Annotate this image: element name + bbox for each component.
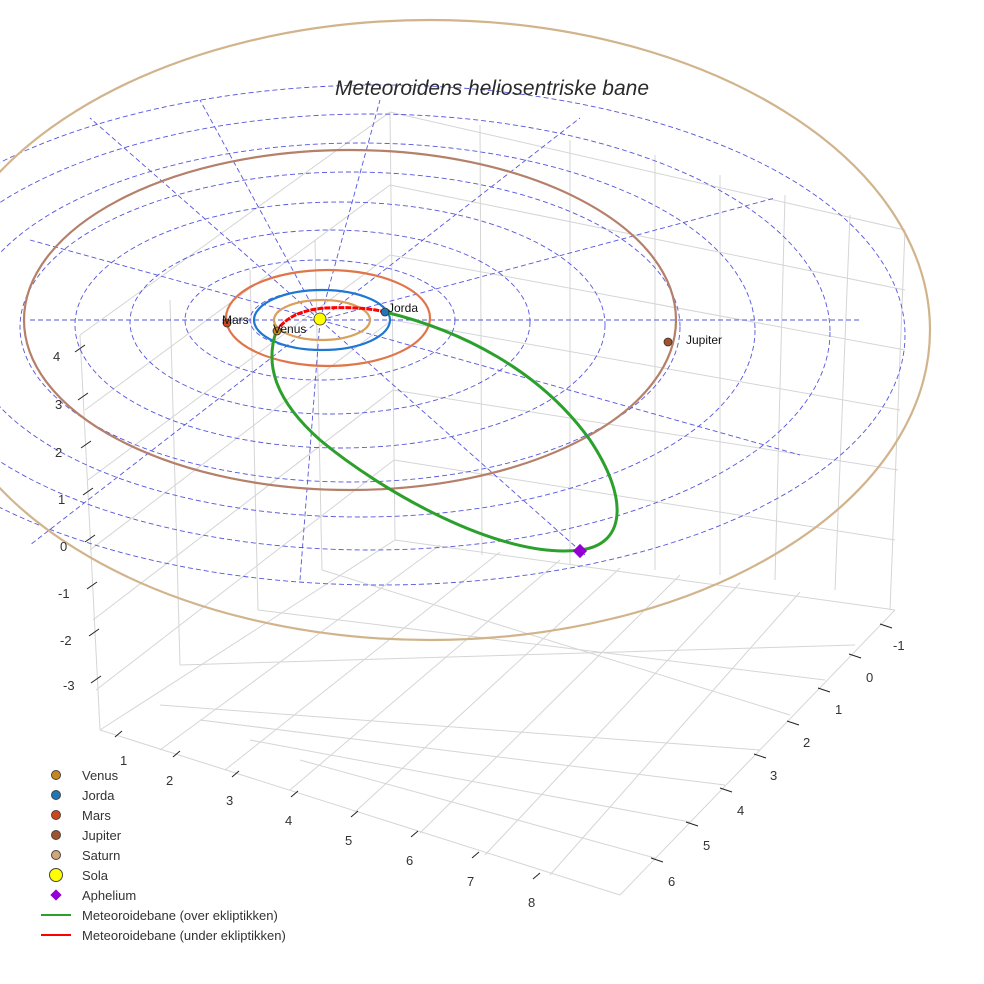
marker-mars [222, 318, 232, 328]
svg-text:2: 2 [803, 735, 810, 750]
orbit-saturn [0, 18, 931, 642]
svg-text:3: 3 [770, 768, 777, 783]
marker-sun [313, 312, 327, 326]
svg-text:8: 8 [528, 895, 535, 910]
orbit-venus [272, 298, 372, 342]
planet-orbits [0, 18, 931, 642]
legend: Venus Jorda Mars Jupiter Saturn Sola Aph… [38, 765, 286, 945]
svg-text:2: 2 [166, 773, 173, 788]
svg-text:-3: -3 [63, 678, 75, 693]
svg-text:2: 2 [55, 445, 62, 460]
meteoroid-orbit-below [274, 306, 386, 333]
svg-text:-1: -1 [58, 586, 70, 601]
svg-text:0: 0 [866, 670, 873, 685]
green-line-icon [41, 914, 71, 916]
red-line-icon [41, 934, 71, 936]
label-jupiter: Jupiter [686, 333, 722, 347]
z-axis [74, 344, 102, 684]
legend-item-jupiter[interactable]: Jupiter [38, 825, 286, 845]
svg-text:1: 1 [58, 492, 65, 507]
legend-item-saturn[interactable]: Saturn [38, 845, 286, 865]
svg-text:6: 6 [406, 853, 413, 868]
y-axis-labels: -1 0 1 2 3 4 5 6 [668, 638, 905, 889]
svg-text:5: 5 [703, 838, 710, 853]
jupiter-marker-icon [51, 830, 61, 840]
marker-venus [272, 326, 282, 336]
saturn-marker-icon [51, 850, 61, 860]
legend-item-jorda[interactable]: Jorda [38, 785, 286, 805]
svg-text:-2: -2 [60, 633, 72, 648]
label-jorda: Jorda [388, 301, 418, 315]
marker-aphelium [572, 543, 588, 559]
orbit-mars [224, 268, 432, 368]
chart-title: Meteoroidens heliosentriske bane [335, 77, 649, 100]
y-axis [650, 623, 893, 863]
legend-item-aphelium[interactable]: Aphelium [38, 885, 286, 905]
svg-text:7: 7 [467, 874, 474, 889]
svg-text:4: 4 [737, 803, 744, 818]
meteoroid-orbit-above [270, 310, 619, 553]
legend-item-orbit-below[interactable]: Meteoroidebane (under ekliptikken) [38, 925, 286, 945]
svg-text:0: 0 [60, 539, 67, 554]
svg-text:4: 4 [53, 349, 60, 364]
svg-text:3: 3 [226, 793, 233, 808]
legend-item-sola[interactable]: Sola [38, 865, 286, 885]
ecliptic-grid [0, 84, 906, 586]
legend-item-mars[interactable]: Mars [38, 805, 286, 825]
diamond-marker-icon [50, 889, 62, 901]
grid-lines [79, 111, 906, 896]
legend-item-orbit-above[interactable]: Meteoroidebane (over ekliptikken) [38, 905, 286, 925]
jorda-marker-icon [51, 790, 61, 800]
label-venus: Venus [273, 322, 306, 336]
orbit-jupiter [22, 148, 678, 492]
legend-item-venus[interactable]: Venus [38, 765, 286, 785]
svg-text:1: 1 [835, 702, 842, 717]
mars-marker-icon [51, 810, 61, 820]
x-axis [114, 730, 541, 880]
svg-text:6: 6 [668, 874, 675, 889]
orbit-earth [252, 288, 392, 352]
x-axis-labels: 1 2 3 4 5 6 7 8 [120, 753, 535, 910]
marker-earth [380, 307, 390, 317]
z-axis-labels: 4 3 2 1 0 -1 -2 -3 [53, 349, 75, 693]
svg-text:5: 5 [345, 833, 352, 848]
svg-text:1: 1 [120, 753, 127, 768]
marker-jupiter [663, 337, 673, 347]
svg-text:4: 4 [285, 813, 292, 828]
svg-text:-1: -1 [893, 638, 905, 653]
planet-markers [222, 307, 673, 347]
label-mars: Mars [222, 313, 249, 327]
svg-text:3: 3 [55, 397, 62, 412]
sun-marker-icon [49, 868, 63, 882]
venus-marker-icon [51, 770, 61, 780]
